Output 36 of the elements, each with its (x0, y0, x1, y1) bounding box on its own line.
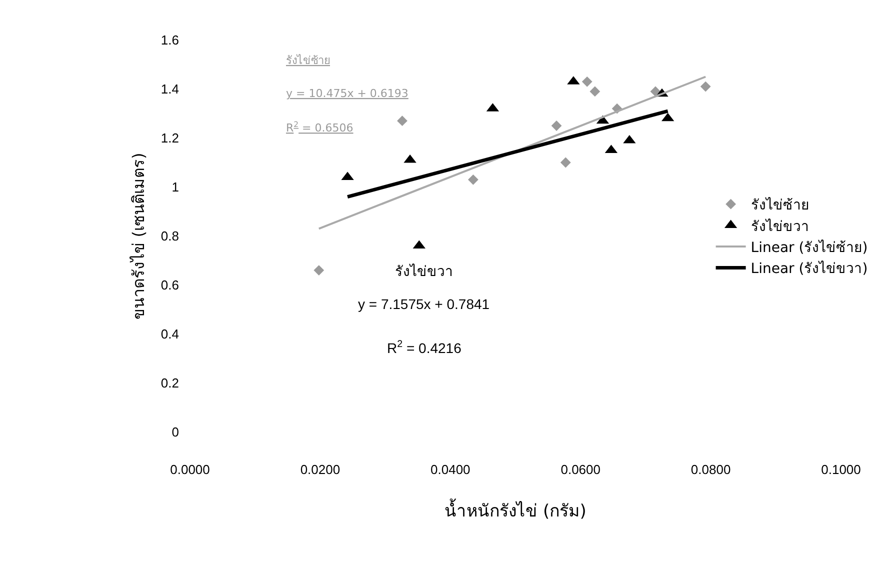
annotation: y = 10.475x + 0.6193 (286, 87, 408, 100)
legend-label: รังไข่ซ้าย (750, 196, 809, 214)
y-tick-label: 0.2 (160, 376, 179, 391)
point (590, 86, 600, 97)
x-tick-label: 0.0400 (430, 462, 470, 477)
annotation: รังไข่ซ้าย (286, 54, 330, 67)
y-tick-label: 1.6 (160, 32, 179, 48)
point (582, 76, 592, 87)
x-tick-label: 0.0800 (690, 462, 731, 477)
annotation: รังไข่ขวา (395, 263, 453, 279)
annotation: y = 7.1575x + 0.7841 (358, 296, 490, 312)
point (650, 86, 661, 97)
x-tick-label: 0.1000 (821, 462, 861, 477)
point (700, 81, 711, 92)
x-axis-title: น้ำหนักรังไข่ (กรัม) (444, 498, 586, 522)
y-tick-label: 0.6 (160, 278, 179, 293)
y-tick-label: 0 (172, 424, 179, 440)
legend-label: รังไข่ขวา (750, 218, 809, 235)
legend-label: Linear (รังไข่ซ้าย) (750, 238, 868, 256)
y-axis-title: ขนาดรังไข่ (เซนติเมตร) (128, 152, 148, 320)
annotation: R$^{2}$ = 0.4216 (387, 339, 462, 356)
x-tick-label: 0.0600 (560, 462, 600, 477)
y-tick-label: 0.8 (160, 228, 179, 244)
x-tick-label: 0.0000 (170, 462, 210, 477)
point (560, 157, 571, 168)
annotation: R$^{2}$ = 0.6506 (286, 120, 354, 135)
y-tick-label: 1 (172, 180, 179, 195)
point (468, 174, 478, 185)
y-tick-label: 0.4 (160, 326, 179, 342)
legend-label: Linear (รังไข่ขวา) (750, 260, 868, 278)
point (314, 265, 324, 276)
y-tick-label: 1.4 (160, 82, 179, 97)
point (551, 120, 562, 131)
y-tick-label: 1.2 (160, 130, 179, 146)
x-tick-label: 0.0200 (300, 462, 340, 477)
point (397, 116, 408, 126)
